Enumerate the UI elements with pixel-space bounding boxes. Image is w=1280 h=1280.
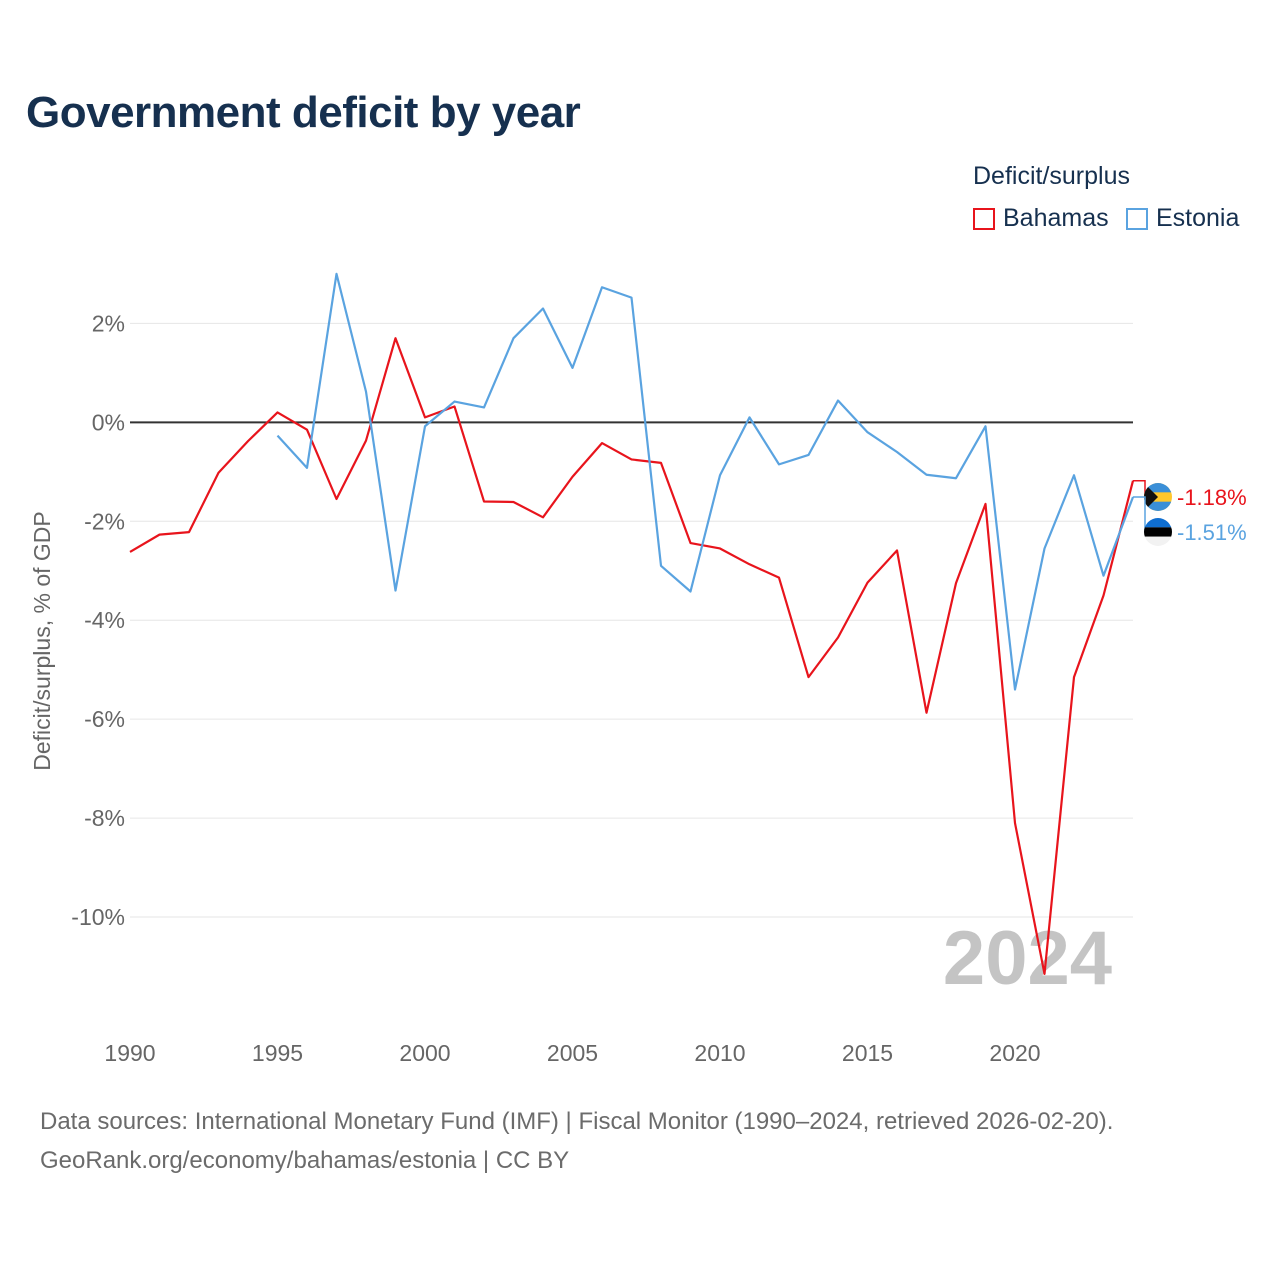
x-tick-label: 1995 [252,1040,303,1066]
legend-swatch-estonia [1126,207,1148,230]
end-label-estonia: -1.51% [1177,520,1247,545]
legend-label-estonia: Estonia [1156,204,1240,232]
series-line-bahamas[interactable] [129,337,1135,976]
y-tick-label: 2% [92,310,125,336]
legend-item-estonia[interactable]: Estonia [1126,204,1239,233]
series-layer [129,272,1135,976]
legend-label-bahamas: Bahamas [1003,204,1109,232]
y-tick-label: -6% [84,706,125,732]
x-tick-label: 2020 [989,1040,1040,1066]
source-line-1: Data sources: International Monetary Fun… [40,1108,1114,1135]
end-label-bahamas: -1.18% [1177,485,1247,510]
chart-area: 2024 2% 0% -2% -4% -6% -8% -10% 1990 1995 2000 200… [29,272,1247,1066]
x-tick-label: 2015 [842,1040,893,1066]
grid-layer [130,322,1133,918]
y-tick-label: 0% [92,409,125,435]
legend-title: Deficit/surplus [973,162,1130,190]
x-tick-label: 2000 [399,1040,450,1066]
legend-item-bahamas[interactable]: Bahamas [973,204,1109,233]
y-tick-label: -10% [71,904,125,930]
y-tick-label: -8% [84,805,125,831]
x-tick-label: 2010 [694,1040,745,1066]
y-tick-label: -4% [84,607,125,633]
label-layer: -1.18% -1.51% [1133,479,1247,546]
source-line-2[interactable]: GeoRank.org/economy/bahamas/estonia | CC… [40,1147,570,1174]
year-watermark: 2024 [943,916,1112,1001]
x-tick-label: 1990 [104,1040,155,1066]
chart-title: Government deficit by year [26,88,581,137]
y-axis-title: Deficit/surplus, % of GDP [29,511,55,770]
estonia-flag-icon [1144,518,1172,546]
series-line-estonia[interactable] [276,272,1135,691]
x-tick-label: 2005 [547,1040,598,1066]
y-tick-label: -2% [84,508,125,534]
bahamas-flag-icon [1144,483,1172,511]
axis-layer: 2% 0% -2% -4% -6% -8% -10% 1990 1995 2000 2005 2010… [29,310,1041,1066]
legend-swatch-bahamas [973,207,995,230]
